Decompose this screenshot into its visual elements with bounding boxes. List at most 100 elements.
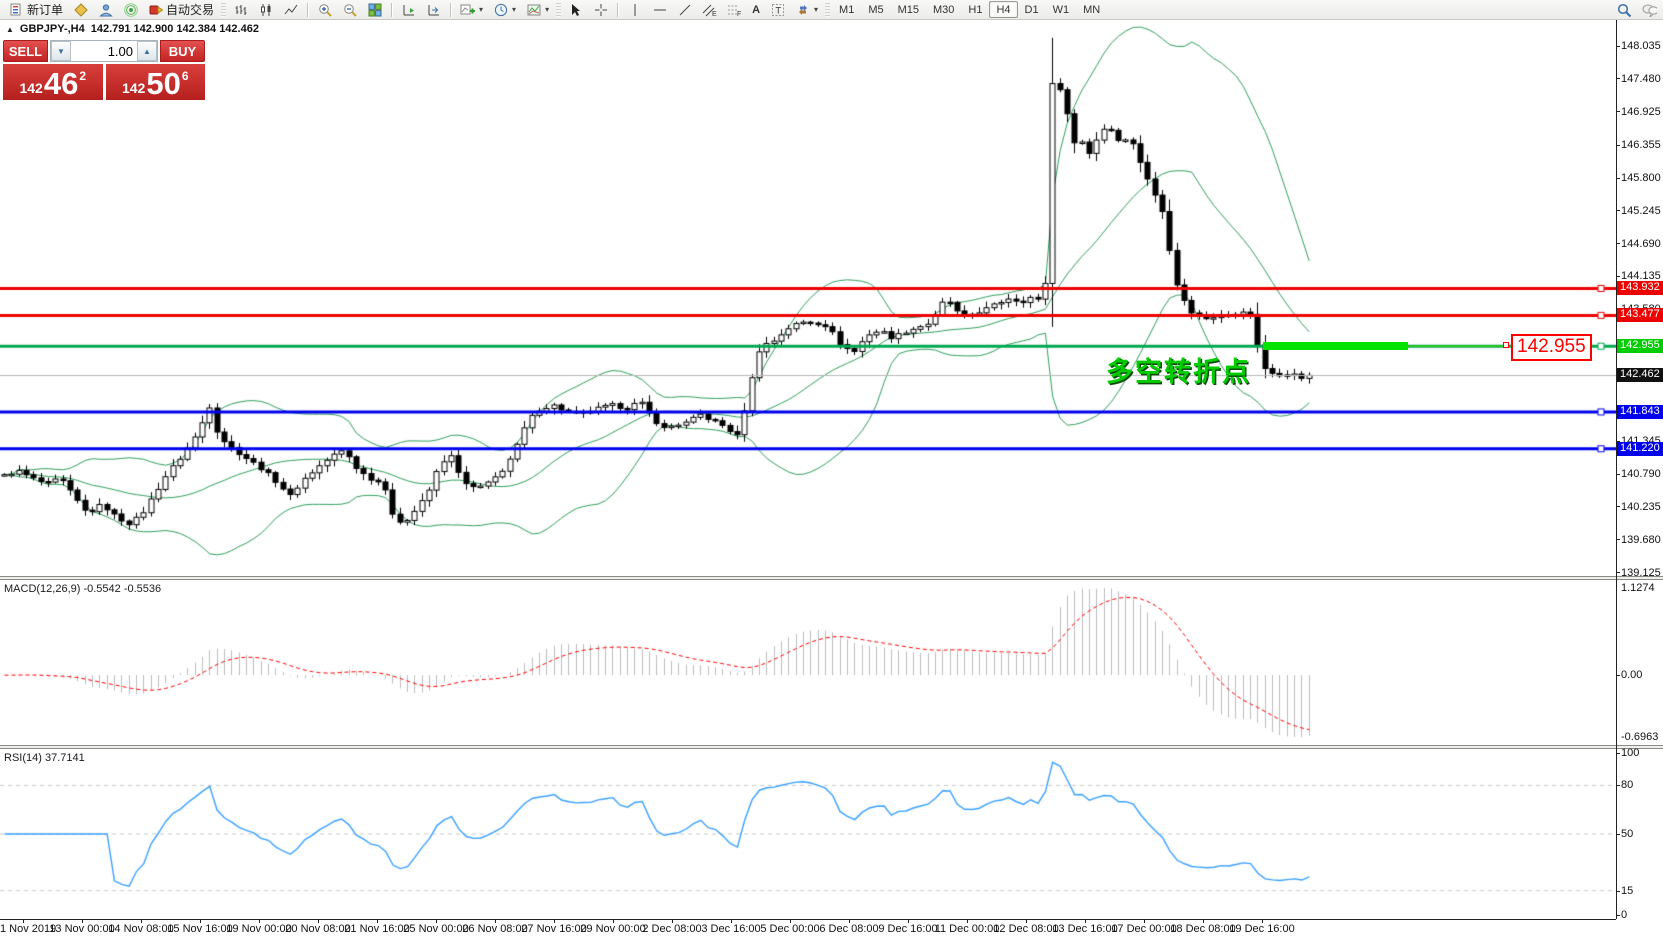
time-axis-tick (554, 919, 555, 923)
new-order-label: 新订单 (27, 3, 64, 17)
pane-separator-2[interactable] (0, 745, 1663, 749)
rsi-axis-tick (1616, 834, 1620, 835)
fibonacci-button[interactable]: F (722, 1, 747, 19)
price-axis-badge: 143.477 (1617, 308, 1663, 323)
time-axis-tick (849, 919, 850, 923)
price-axis-value: 140.235 (1621, 500, 1661, 513)
price-axis-badge: 141.220 (1617, 441, 1663, 456)
periods-icon (493, 2, 508, 17)
templates-button[interactable]: ▾ (521, 1, 554, 19)
time-axis-value: 21 Nov 16:00 (344, 923, 410, 935)
line-chart-icon (283, 2, 298, 17)
text-button[interactable]: A (747, 1, 765, 19)
price-axis-value: 139.680 (1621, 533, 1661, 546)
tf-w1[interactable]: W1 (1052, 3, 1070, 16)
price-axis-tick (1616, 506, 1620, 508)
zoom-out-button[interactable] (337, 1, 362, 19)
cursor-icon (568, 2, 583, 17)
bar-chart-button[interactable] (228, 1, 253, 19)
signal-button[interactable] (118, 1, 143, 19)
time-axis-value: 2 Dec 08:00 (642, 923, 702, 935)
indicators-button[interactable]: ▾ (455, 1, 488, 19)
tf-m15[interactable]: M15 (897, 3, 920, 16)
price-axis-tick (1616, 210, 1620, 212)
search-icon[interactable] (1617, 3, 1632, 18)
time-axis-tick (1144, 919, 1145, 923)
tf-mn[interactable]: MN (1083, 3, 1101, 16)
periods-button[interactable]: ▾ (488, 1, 521, 19)
vertical-line-button[interactable] (622, 1, 647, 19)
price-label-handle[interactable] (1503, 342, 1509, 349)
tf-d1[interactable]: D1 (1024, 3, 1039, 16)
new-order-button[interactable]: 新订单 (4, 1, 68, 19)
arrows-caret[interactable]: ▾ (814, 5, 819, 14)
fibonacci-icon: F (727, 2, 742, 17)
time-axis-tick (141, 919, 142, 923)
time-axis-value: 3 Dec 16:00 (701, 923, 761, 935)
auto-trading-button[interactable]: 自动交易 (143, 1, 219, 19)
cursor-button[interactable] (563, 1, 588, 19)
tf-m1[interactable]: M1 (839, 3, 855, 16)
zoom-in-icon (317, 2, 332, 17)
time-axis-value: 29 Nov 00:00 (580, 923, 646, 935)
tf-m5[interactable]: M5 (868, 3, 884, 16)
templates-caret[interactable]: ▾ (545, 5, 550, 14)
toolbar-grip-3 (825, 2, 831, 17)
turning-point-annotation[interactable]: 多空转折点 (1106, 357, 1251, 387)
time-axis-tick (495, 919, 496, 923)
signal-icon (123, 2, 138, 17)
trendline-button[interactable] (672, 1, 697, 19)
svg-text:T: T (775, 5, 781, 15)
macd-axis-max: 1.1274 (1621, 582, 1655, 594)
time-axis-tick (672, 919, 673, 923)
price-level-label[interactable]: 142.955 (1511, 334, 1592, 361)
price-axis-tick (1616, 275, 1620, 277)
zoom-in-button[interactable] (312, 1, 337, 19)
tf-m30[interactable]: M30 (933, 3, 955, 16)
price-axis-value: 144.135 (1621, 270, 1661, 283)
price-axis-line (1616, 20, 1617, 919)
periods-caret[interactable]: ▾ (512, 5, 517, 14)
macd-label: MACD(12,26,9) -0.5542 -0.5536 (4, 583, 162, 595)
tile-windows-button[interactable] (362, 1, 387, 19)
pane-separator-1[interactable] (0, 576, 1663, 580)
support-zone-segment[interactable] (1263, 342, 1408, 351)
channel-button[interactable]: E (697, 1, 722, 19)
time-axis-tick (790, 919, 791, 923)
chat-icon[interactable] (1642, 3, 1657, 18)
rsi-axis-tick (1616, 915, 1620, 916)
time-axis-tick (1026, 919, 1027, 923)
trendline-icon (677, 2, 692, 17)
price-axis-value: 147.480 (1621, 72, 1661, 85)
time-axis-tick (200, 919, 201, 923)
time-axis-value: 19 Nov 00:00 (226, 923, 292, 935)
main-price-chart[interactable] (0, 20, 1616, 576)
macd-axis-tick (1616, 675, 1620, 677)
market-watch-button[interactable] (68, 1, 93, 19)
tf-h1[interactable]: H1 (968, 3, 983, 16)
time-axis-tick (1203, 919, 1204, 923)
horizontal-line-icon (652, 2, 667, 17)
rsi-axis-tick (1616, 890, 1620, 892)
chart-shift-button[interactable] (421, 1, 446, 19)
arrows-button[interactable]: ▾ (790, 1, 823, 19)
label-button[interactable]: T (765, 1, 790, 19)
macd-indicator-pane[interactable] (0, 580, 1616, 745)
price-axis-value: 146.355 (1621, 139, 1661, 152)
auto-scroll-button[interactable] (396, 1, 421, 19)
profile-button[interactable] (93, 1, 118, 19)
line-chart-button[interactable] (278, 1, 303, 19)
tf-h4[interactable]: H4 (989, 1, 1018, 18)
auto-scroll-icon (401, 2, 416, 17)
price-axis-tick (1616, 111, 1620, 113)
horizontal-line-button[interactable] (647, 1, 672, 19)
profile-icon (98, 2, 113, 17)
indicators-caret[interactable]: ▾ (479, 5, 484, 14)
candlestick-button[interactable] (253, 1, 278, 19)
timeframe-bar: M1 M5 M15 M30 H1 H4 D1 W1 MN (832, 0, 1107, 20)
price-axis-badge: 142.955 (1617, 339, 1663, 354)
time-axis-tick (908, 919, 909, 923)
time-axis-tick (731, 919, 732, 923)
crosshair-button[interactable] (588, 1, 613, 19)
rsi-indicator-pane[interactable] (0, 749, 1616, 919)
